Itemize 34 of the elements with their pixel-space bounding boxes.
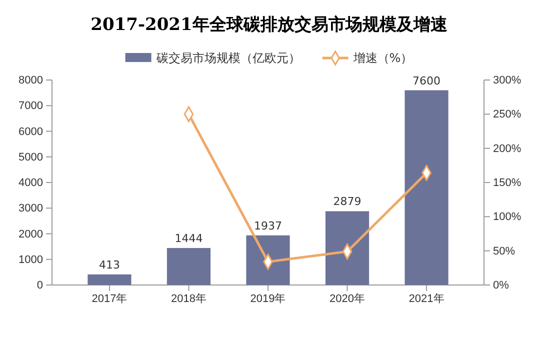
data-label: 413: [98, 258, 120, 272]
x-tick-label: 2017年: [92, 292, 128, 305]
x-tick-label: 2018年: [170, 292, 206, 305]
legend-label: 碳交易市场规模（亿欧元）: [155, 51, 300, 65]
bar: [88, 274, 132, 285]
y-tick-label: 5000: [18, 151, 43, 164]
y-tick-label: 6000: [18, 126, 43, 138]
x-tick-label: 2021年: [408, 292, 444, 305]
y-tick-label: 2000: [18, 228, 43, 240]
chart-title: 2017-2021年全球碳排放交易市场规模及增速: [90, 15, 448, 35]
data-label: 7600: [412, 74, 441, 88]
y2-tick-label: 300%: [493, 74, 522, 87]
bar: [246, 235, 290, 285]
y-tick-label: 1000: [18, 254, 43, 266]
y2-tick-label: 50%: [493, 245, 516, 258]
x-tick-label: 2020年: [330, 292, 366, 305]
y2-tick-label: 100%: [493, 211, 522, 224]
data-label: 2879: [333, 195, 362, 208]
bar: [166, 248, 211, 285]
y-tick-label: 3000: [18, 202, 43, 215]
data-label: 1937: [254, 219, 282, 232]
y2-tick-label: 150%: [493, 177, 522, 190]
bar: [404, 90, 448, 285]
y-tick-label: 4000: [18, 177, 43, 190]
y2-tick-label: 0%: [493, 280, 510, 292]
bar: [325, 211, 370, 285]
x-tick-label: 2019年: [250, 292, 286, 305]
y2-tick-label: 200%: [493, 142, 522, 155]
y-tick-label: 0: [36, 280, 43, 292]
data-label: 1444: [174, 232, 203, 245]
legend-label: 增速（%）: [352, 51, 413, 65]
y2-tick-label: 250%: [493, 108, 522, 121]
y-tick-label: 7000: [18, 100, 43, 112]
y-tick-label: 8000: [18, 74, 43, 87]
